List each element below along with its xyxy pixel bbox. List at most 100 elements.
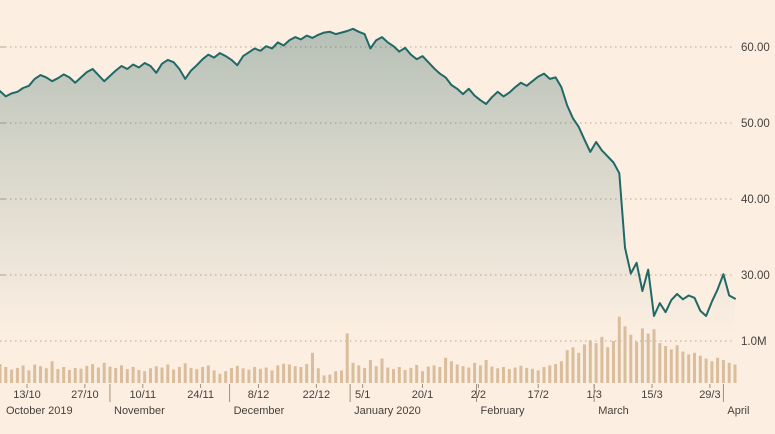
volume-bar xyxy=(536,370,540,383)
x-tick-label: 5/1 xyxy=(355,389,370,401)
volume-bar xyxy=(542,367,546,383)
volume-bar xyxy=(704,358,708,383)
volume-bar xyxy=(258,368,262,383)
volume-bar xyxy=(380,358,384,383)
volume-bar xyxy=(397,367,401,383)
volume-bar xyxy=(623,326,627,383)
volume-bar xyxy=(21,365,25,383)
volume-bar xyxy=(114,367,118,383)
volume-bar xyxy=(189,367,193,383)
volume-bar xyxy=(241,368,245,383)
volume-bar xyxy=(218,373,222,383)
volume-bar xyxy=(496,368,500,383)
volume-bar xyxy=(426,366,430,383)
volume-bar xyxy=(235,365,239,383)
volume-bar xyxy=(73,367,77,383)
volume-bar xyxy=(502,367,505,383)
volume-bar xyxy=(183,363,187,383)
volume-bar xyxy=(681,351,685,383)
x-tick-label: 2/2 xyxy=(471,389,486,401)
volume-bar xyxy=(44,368,48,383)
volume-bar xyxy=(403,370,407,383)
volume-bar xyxy=(640,328,644,383)
volume-bar xyxy=(588,340,592,383)
volume-bar xyxy=(710,361,714,383)
volume-bar xyxy=(525,367,529,383)
volume-bar xyxy=(438,367,442,383)
volume-bar xyxy=(449,361,453,383)
volume-bar xyxy=(166,364,170,383)
volume-bar xyxy=(409,367,413,383)
volume-bar xyxy=(131,367,135,383)
x-tick-label: 24/11 xyxy=(187,389,214,401)
volume-bar xyxy=(316,368,320,383)
volume-bar xyxy=(287,364,291,383)
month-label: November xyxy=(114,405,165,417)
x-tick-label: 8/12 xyxy=(248,389,269,401)
volume-bar xyxy=(669,349,673,383)
volume-bar xyxy=(27,370,31,383)
price-area xyxy=(0,28,735,384)
volume-bar xyxy=(687,354,691,383)
volume-bar xyxy=(91,364,95,383)
x-tick-label: 20/1 xyxy=(412,389,433,401)
volume-bar xyxy=(629,334,633,383)
volume-bar xyxy=(10,369,14,383)
x-tick-label: 22/12 xyxy=(303,389,331,401)
volume-bar xyxy=(96,367,100,383)
volume-bar xyxy=(606,347,610,383)
volume-bar xyxy=(635,341,639,383)
volume-bar xyxy=(293,366,297,383)
volume-bar xyxy=(357,365,361,383)
volume-bar xyxy=(108,366,112,383)
volume-bar xyxy=(282,363,286,383)
volume-bar xyxy=(617,316,621,383)
volume-bar xyxy=(154,366,158,383)
month-label: March xyxy=(598,405,629,417)
volume-bar xyxy=(530,368,534,383)
month-label: October 2019 xyxy=(6,405,73,417)
volume-bar xyxy=(212,370,216,383)
volume-bar xyxy=(658,343,662,383)
volume-bar xyxy=(195,369,199,383)
x-tick-label: 17/2 xyxy=(527,389,548,401)
month-label: February xyxy=(481,405,526,417)
volume-bar xyxy=(102,362,106,383)
volume-bar xyxy=(519,365,523,383)
volume-bar xyxy=(56,369,60,383)
volume-bar xyxy=(386,367,390,383)
volume-bar xyxy=(374,366,378,383)
y-axis-label: 50.00 xyxy=(741,118,770,130)
volume-bar xyxy=(444,357,448,383)
volume-bar xyxy=(548,365,552,383)
volume-bar xyxy=(62,367,66,383)
price-line xyxy=(0,27,736,317)
volume-bar xyxy=(177,367,181,383)
volume-bar xyxy=(247,369,251,383)
volume-bar xyxy=(253,367,257,383)
month-label: December xyxy=(234,405,285,417)
volume-bar xyxy=(421,371,424,383)
volume-bar xyxy=(583,344,586,383)
volume-bar xyxy=(415,364,419,383)
volume-bar xyxy=(328,374,332,383)
volume-bar xyxy=(50,361,54,383)
volume-bar xyxy=(467,367,471,383)
volume-bar xyxy=(224,371,228,383)
volume-bar xyxy=(664,346,668,383)
volume-bar xyxy=(305,364,309,383)
volume-bar xyxy=(478,365,482,383)
volume-bar xyxy=(201,367,205,383)
volume-bar xyxy=(368,359,372,383)
volume-bar xyxy=(160,367,164,383)
volume-bar xyxy=(733,364,737,383)
y-axis-label: 30.00 xyxy=(741,270,770,282)
volume-bar xyxy=(473,362,477,383)
volume-bar xyxy=(716,357,720,383)
x-tick-label: 15/3 xyxy=(641,389,662,401)
volume-bar xyxy=(311,352,314,383)
volume-bar xyxy=(363,367,367,383)
volume-bar xyxy=(276,365,280,383)
